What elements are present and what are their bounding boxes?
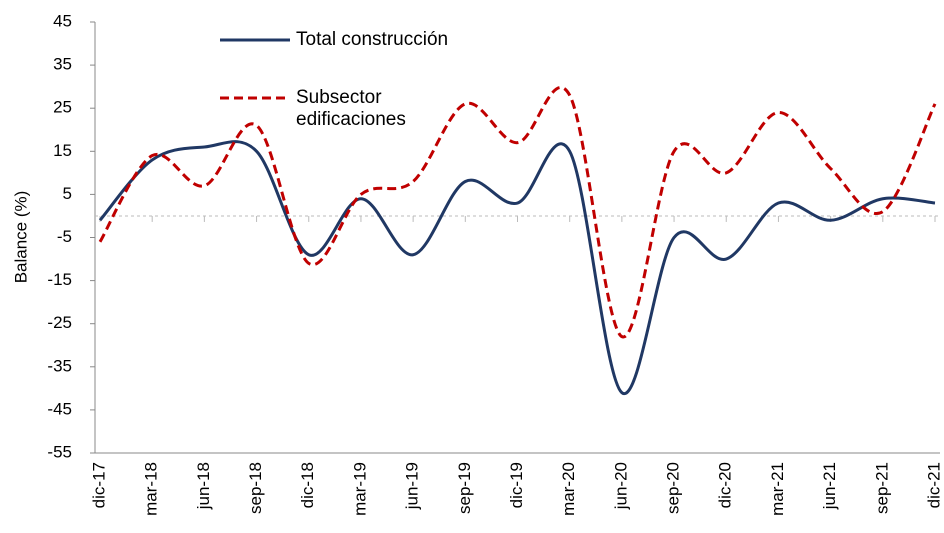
y-tick-label: -25 bbox=[47, 313, 72, 332]
y-tick-label: -35 bbox=[47, 356, 72, 375]
x-tick-label: dic-21 bbox=[924, 462, 943, 508]
y-axis-label: Balance (%) bbox=[11, 191, 30, 284]
y-tick-label: 25 bbox=[53, 98, 72, 117]
y-tick-label: 45 bbox=[53, 11, 72, 30]
y-tick-label: -5 bbox=[57, 227, 72, 246]
x-tick-label: jun-20 bbox=[611, 462, 630, 510]
x-tick-label: sep-20 bbox=[664, 462, 683, 514]
x-tick-label: mar-20 bbox=[559, 462, 578, 516]
x-tick-label: dic-19 bbox=[507, 462, 526, 508]
x-tick-label: mar-19 bbox=[350, 462, 369, 516]
legend-label: Total construcción bbox=[296, 29, 449, 50]
y-tick-label: -15 bbox=[47, 270, 72, 289]
y-tick-label: 15 bbox=[53, 141, 72, 160]
x-tick-label: mar-18 bbox=[142, 462, 161, 516]
y-tick-label: 5 bbox=[63, 184, 72, 203]
x-tick-label: sep-18 bbox=[246, 462, 265, 514]
x-tick-label: dic-20 bbox=[716, 462, 735, 508]
x-tick-label: jun-18 bbox=[194, 462, 213, 510]
x-tick-label: dic-17 bbox=[89, 462, 108, 508]
x-tick-label: dic-18 bbox=[298, 462, 317, 508]
series-line bbox=[98, 140, 936, 395]
x-tick-label: jun-19 bbox=[403, 462, 422, 510]
series-line bbox=[98, 85, 937, 339]
x-tick-label: jun-21 bbox=[820, 462, 839, 510]
y-tick-label: 35 bbox=[53, 55, 72, 74]
x-tick-label: sep-21 bbox=[872, 462, 891, 514]
y-tick-label: -45 bbox=[47, 399, 72, 418]
y-tick-label: -55 bbox=[47, 442, 72, 461]
x-tick-label: mar-21 bbox=[768, 462, 787, 516]
x-tick-label: sep-19 bbox=[455, 462, 474, 514]
legend-label: Subsector edificaciones bbox=[296, 87, 406, 130]
